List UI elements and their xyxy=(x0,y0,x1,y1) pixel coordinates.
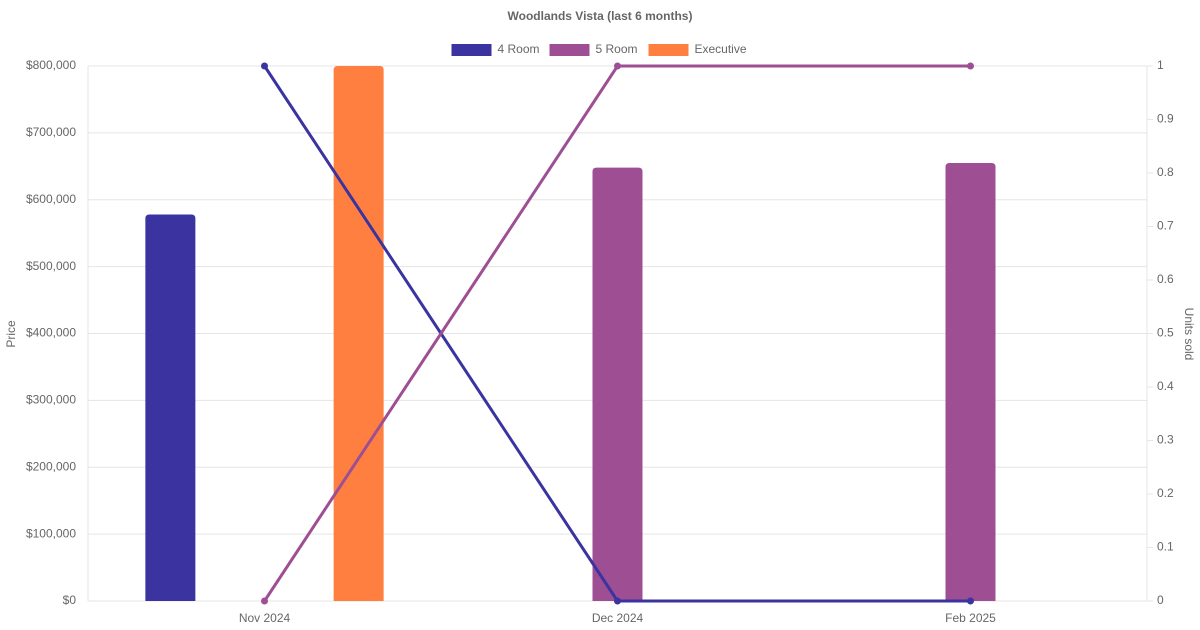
bar xyxy=(592,167,643,601)
y-tick-label: $500,000 xyxy=(26,259,76,273)
legend-swatch xyxy=(549,44,590,56)
y2-tick-label: 0.4 xyxy=(1157,379,1174,393)
y2-tick-label: 0.2 xyxy=(1157,486,1174,500)
x-tick-label: Nov 2024 xyxy=(239,611,291,625)
line-point xyxy=(261,62,268,70)
y2-tick-label: 0.7 xyxy=(1157,219,1174,233)
y2-tick-label: 1 xyxy=(1157,58,1164,72)
chart-title: Woodlands Vista (last 6 months) xyxy=(508,9,693,23)
y2-tick-label: 0 xyxy=(1157,593,1164,607)
bar xyxy=(145,214,196,601)
line-point xyxy=(967,597,974,605)
y-tick-label: $300,000 xyxy=(26,393,76,407)
y2-tick-label: 0.8 xyxy=(1157,165,1174,179)
x-tick-label: Dec 2024 xyxy=(592,611,644,625)
y-tick-label: $200,000 xyxy=(26,459,76,473)
bar xyxy=(945,162,996,601)
y2-tick-label: 0.9 xyxy=(1157,112,1174,126)
y2-tick-label: 0.1 xyxy=(1157,540,1174,554)
legend-label: Executive xyxy=(695,42,747,56)
line-point xyxy=(261,597,268,605)
y-tick-label: $800,000 xyxy=(26,58,76,72)
y-tick-label: $700,000 xyxy=(26,125,76,139)
y2-axis-title: Units sold xyxy=(1182,308,1196,361)
y-tick-label: $400,000 xyxy=(26,326,76,340)
line-point xyxy=(614,597,621,605)
y-tick-label: $600,000 xyxy=(26,192,76,206)
line-point xyxy=(967,62,974,70)
y-tick-label: $0 xyxy=(63,593,77,607)
y-tick-label: $100,000 xyxy=(26,526,76,540)
legend-label: 5 Room xyxy=(596,42,638,56)
y2-tick-label: 0.6 xyxy=(1157,272,1174,286)
legend-swatch xyxy=(451,44,492,56)
legend-swatch xyxy=(648,44,689,56)
bar xyxy=(333,66,384,601)
line-point xyxy=(614,62,621,70)
legend-label: 4 Room xyxy=(498,42,540,56)
y2-tick-label: 0.3 xyxy=(1157,433,1174,447)
y2-tick-label: 0.5 xyxy=(1157,326,1174,340)
y-axis-title: Price xyxy=(4,320,18,348)
x-tick-label: Feb 2025 xyxy=(945,611,996,625)
